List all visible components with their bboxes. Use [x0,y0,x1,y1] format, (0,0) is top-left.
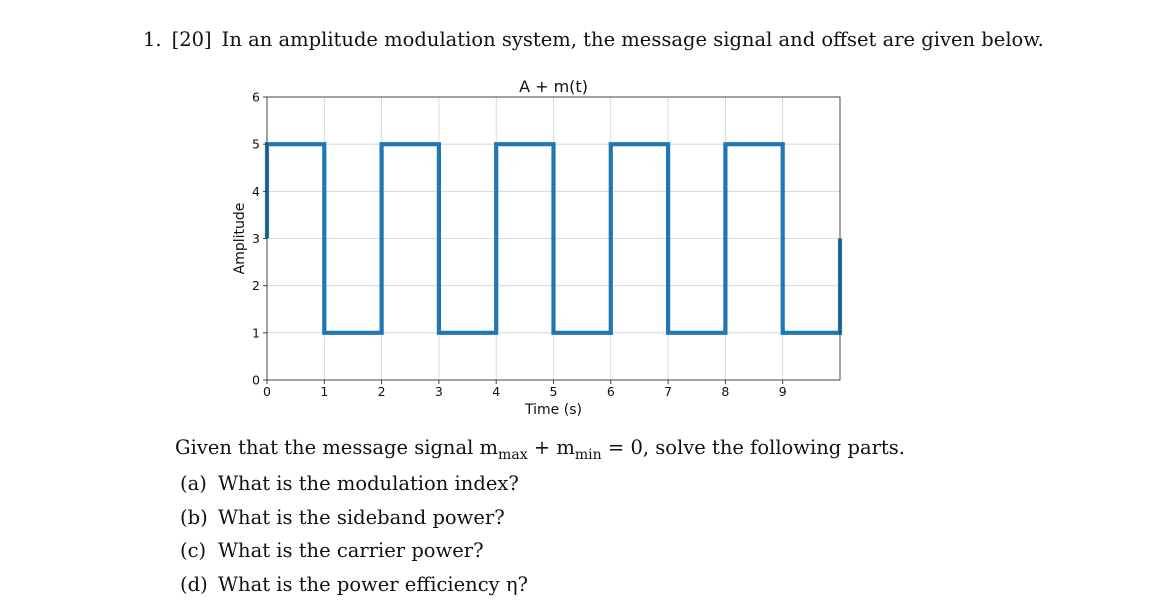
question-parts: (a)What is the modulation index? (b)What… [180,472,528,606]
x-tick-label: 1 [320,384,328,399]
x-axis-label: Time (s) [524,402,582,418]
square-wave-chart: 0 1 2 3 4 5 6 7 8 9 0 1 2 3 4 5 6 A + m(t) Time (s) Amplitu… [225,72,865,422]
x-tick-label: 2 [378,384,386,399]
problem-statement: 1. [20] In an amplitude modulation system,… [143,28,1044,51]
x-tick-label: 4 [492,384,500,399]
question-part-d: (d)What is the power efficiency η? [180,573,528,606]
x-tick-label: 6 [607,384,615,399]
part-label: (b) [180,506,218,529]
y-tick-label: 1 [252,325,260,340]
y-tick-label: 0 [252,373,260,388]
subscript-max: max [498,447,528,463]
question-part-c: (c)What is the carrier power? [180,539,528,573]
given-plus: + m [528,436,575,459]
x-tick-label: 0 [263,384,271,399]
y-tick-label: 4 [252,184,260,199]
part-text: What is the power efficiency η? [218,573,528,596]
question-part-a: (a)What is the modulation index? [180,472,528,506]
y-tick-label: 6 [252,90,260,105]
problem-text: In an amplitude modulation system, the m… [222,28,1044,51]
x-tick-label: 7 [664,384,672,399]
part-text: What is the sideband power? [218,506,505,529]
part-label: (c) [180,539,218,562]
y-tick-label: 3 [252,231,260,246]
question-part-b: (b)What is the sideband power? [180,506,528,540]
x-tick-label: 3 [435,384,443,399]
given-suffix: = 0, solve the following parts. [602,436,905,459]
problem-number: 1. [143,28,162,51]
y-tick-label: 5 [252,137,260,152]
x-tick-label: 8 [721,384,729,399]
part-label: (a) [180,472,218,495]
problem-points: [20] [172,28,212,51]
given-statement: Given that the message signal mmax + mmi… [175,436,905,463]
part-text: What is the modulation index? [218,472,519,495]
x-tick-label: 5 [550,384,558,399]
y-axis-label: Amplitude [232,203,248,275]
part-label: (d) [180,573,218,596]
y-tick-label: 2 [252,278,260,293]
chart-title: A + m(t) [519,77,588,96]
x-tick-label: 9 [779,384,787,399]
subscript-min: min [575,447,602,463]
given-prefix: Given that the message signal m [175,436,498,459]
part-text: What is the carrier power? [218,539,484,562]
